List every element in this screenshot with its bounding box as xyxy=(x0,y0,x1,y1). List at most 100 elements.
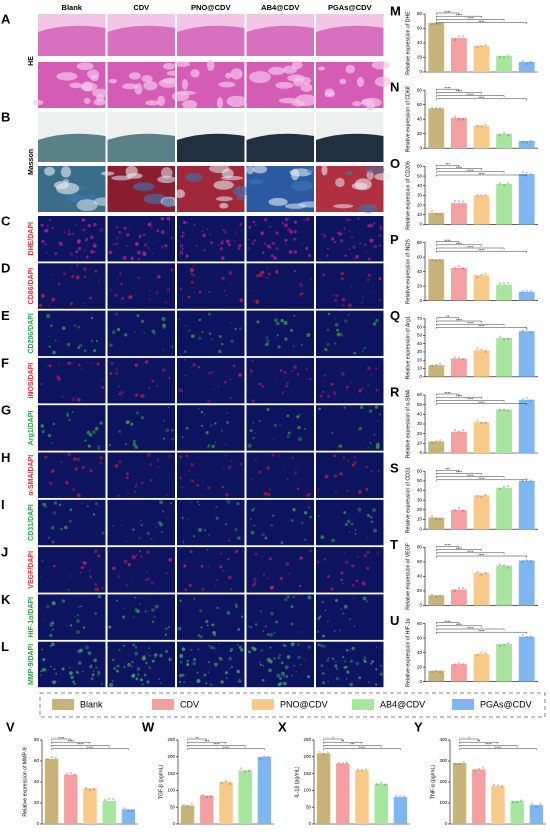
significance-label: **** xyxy=(87,745,94,750)
signal xyxy=(94,612,98,615)
signal xyxy=(61,667,65,671)
signal xyxy=(76,264,79,267)
signal xyxy=(127,662,131,667)
signal xyxy=(190,648,193,651)
signal xyxy=(373,222,376,225)
signal xyxy=(183,350,187,354)
y-tick-label: 200 xyxy=(439,779,447,784)
replicate-dot xyxy=(431,593,434,596)
significance-label: **** xyxy=(58,735,65,740)
texture xyxy=(252,165,268,174)
bar xyxy=(450,37,467,72)
signal xyxy=(290,519,294,523)
signal xyxy=(340,371,345,376)
signal xyxy=(349,230,351,233)
replicate-dot xyxy=(453,356,456,359)
signal xyxy=(230,460,233,463)
texture xyxy=(339,78,347,85)
significance-bracket xyxy=(187,748,265,751)
signal xyxy=(373,433,375,435)
replicate-dot xyxy=(453,589,456,592)
replicate-dot xyxy=(512,801,515,804)
signal xyxy=(40,382,43,386)
signal xyxy=(251,478,254,481)
signal xyxy=(286,478,289,481)
panel-letter: Y xyxy=(414,719,423,734)
texture xyxy=(291,60,303,70)
signal xyxy=(266,339,270,343)
signal xyxy=(377,469,380,473)
replicate-dot xyxy=(435,364,438,367)
signal xyxy=(228,539,231,542)
signal xyxy=(372,508,376,513)
replicate-dot xyxy=(65,772,68,775)
tissue xyxy=(316,25,384,56)
replicate-dot xyxy=(248,770,251,772)
bar xyxy=(450,267,467,301)
significance-bracket xyxy=(436,632,527,634)
signal xyxy=(251,646,254,650)
signal xyxy=(296,487,300,491)
signal xyxy=(190,239,192,241)
signal xyxy=(266,276,269,279)
signal xyxy=(101,531,105,535)
replicate-dot xyxy=(525,289,528,292)
signal xyxy=(327,680,330,683)
replicate-dot xyxy=(457,35,460,38)
replicate-dot xyxy=(484,193,487,196)
signal xyxy=(116,282,118,284)
replicate-dot xyxy=(480,194,483,197)
signal xyxy=(227,243,231,247)
replicate-dot xyxy=(501,785,503,788)
signal xyxy=(89,433,93,437)
signal xyxy=(200,564,204,568)
signal xyxy=(96,587,99,590)
signal xyxy=(92,670,95,672)
signal xyxy=(150,221,153,224)
bar xyxy=(473,654,490,682)
replicate-dot xyxy=(516,800,519,803)
signal xyxy=(168,345,171,348)
tissue xyxy=(177,133,245,162)
signal xyxy=(166,216,171,221)
signal xyxy=(289,230,294,234)
replicate-dot xyxy=(480,125,483,128)
replicate-dot xyxy=(499,282,502,285)
signal xyxy=(146,453,151,458)
replicate-dot xyxy=(205,796,208,798)
micrograph xyxy=(107,547,175,593)
signal xyxy=(133,616,135,619)
signal xyxy=(322,634,325,638)
bar xyxy=(428,108,445,149)
signal xyxy=(345,678,348,680)
signal xyxy=(214,441,216,444)
signal xyxy=(207,312,211,316)
replicate-dot xyxy=(529,560,532,563)
signal xyxy=(151,329,156,334)
replicate-dot xyxy=(521,560,524,563)
signal xyxy=(109,682,114,687)
legend-swatch xyxy=(152,699,174,710)
signal xyxy=(284,223,288,228)
signal xyxy=(41,293,46,298)
replicate-dot xyxy=(461,200,464,203)
signal xyxy=(131,580,134,583)
replicate-dot xyxy=(93,788,95,791)
signal xyxy=(108,625,112,629)
signal xyxy=(200,626,203,629)
signal xyxy=(262,665,265,667)
signal xyxy=(101,586,104,590)
signal xyxy=(179,653,184,658)
signal xyxy=(145,579,147,581)
signal xyxy=(261,384,265,388)
replicate-dot xyxy=(457,430,460,433)
signal xyxy=(283,321,288,325)
signal xyxy=(198,336,202,340)
signal xyxy=(286,595,291,599)
micrograph xyxy=(38,594,106,640)
signal xyxy=(341,334,344,337)
signal xyxy=(50,469,55,473)
signal xyxy=(181,436,184,439)
signal xyxy=(365,600,368,603)
signal xyxy=(178,388,183,393)
